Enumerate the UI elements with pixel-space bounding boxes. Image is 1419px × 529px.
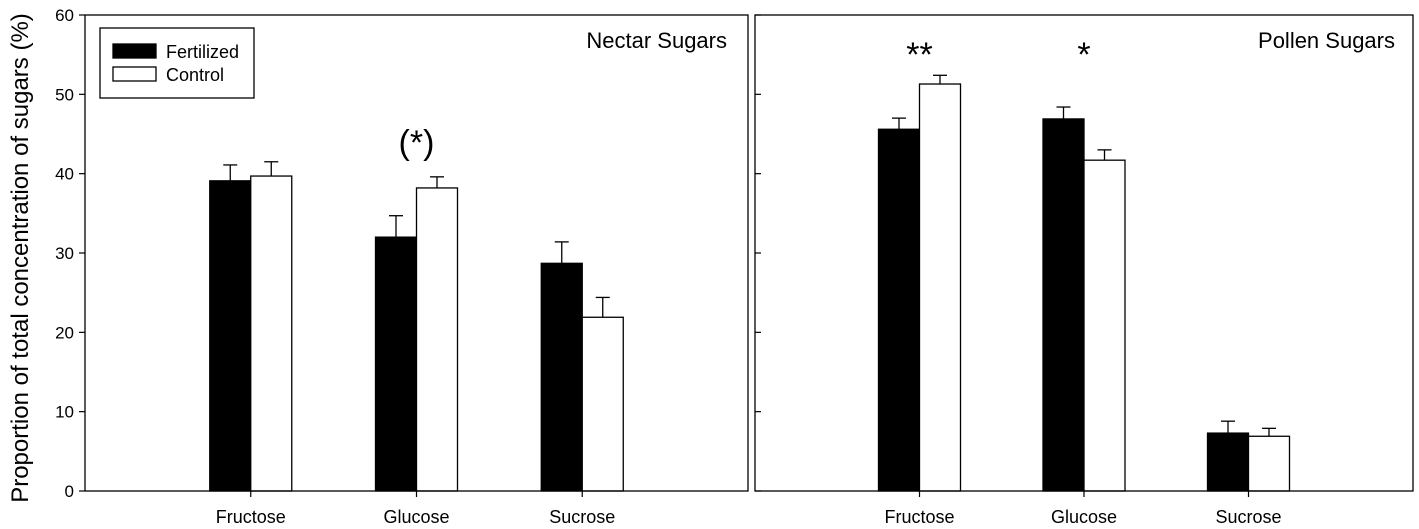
x-tick-label-nectar-glucose: Glucose	[383, 507, 449, 527]
bar-pollen-fertilized-glucose	[1042, 118, 1085, 492]
y-tick-label-10: 10	[55, 403, 74, 422]
y-tick-label-30: 30	[55, 244, 74, 263]
bar-pollen-control-fructose	[918, 83, 962, 492]
plot-marks-pollen: Fructose Glucose Sucrose** *	[755, 14, 1291, 527]
y-axis-label: Proportion of total concentration of sug…	[7, 13, 34, 503]
legend-label-fertilized: Fertilized	[166, 42, 239, 62]
significance-marker-nectar-glucose: (*)	[399, 124, 435, 162]
legend-swatch-fertilized	[112, 43, 157, 59]
x-tick-label-nectar-sucrose: Sucrose	[549, 507, 615, 527]
legend-box	[99, 27, 255, 99]
significance-marker-pollen-fructose: **	[906, 36, 932, 74]
bar-nectar-fertilized-glucose	[374, 236, 418, 492]
y-tick-label-0: 0	[65, 482, 74, 501]
legend-swatch-control	[112, 66, 157, 82]
y-tick-label-50: 50	[55, 85, 74, 104]
significance-marker-pollen-glucose: *	[1077, 36, 1090, 74]
legend: Fertilized Control	[99, 27, 255, 99]
plot-frame-pollen	[754, 14, 1414, 492]
panel-pollen-sugars: Fructose Glucose Sucrose** * Pollen Sugars	[754, 14, 1414, 527]
panel-title-nectar: Nectar Sugars	[586, 28, 727, 53]
x-tick-label-pollen-sucrose: Sucrose	[1215, 507, 1281, 527]
bar-nectar-fertilized-fructose	[209, 180, 252, 492]
bar-nectar-control-sucrose	[581, 316, 624, 492]
plot-marks-nectar: 0 10 20 30 40 50 60 Fructose Glucose Sucrose (*)	[55, 6, 624, 527]
bar-pollen-control-glucose	[1083, 159, 1126, 492]
bar-pollen-fertilized-sucrose	[1206, 432, 1250, 492]
y-tick-label-20: 20	[55, 323, 74, 342]
x-tick-label-pollen-fructose: Fructose	[884, 507, 954, 527]
bar-nectar-control-fructose	[250, 175, 293, 492]
panel-nectar-sugars: 0 10 20 30 40 50 60 Fructose Glucose Sucrose (*) N…	[55, 6, 749, 527]
bar-pollen-fertilized-fructose	[877, 128, 921, 492]
x-tick-label-pollen-glucose: Glucose	[1051, 507, 1117, 527]
bar-nectar-fertilized-sucrose	[540, 262, 583, 492]
bar-pollen-control-sucrose	[1247, 435, 1291, 492]
y-tick-label-40: 40	[55, 165, 74, 184]
bar-nectar-control-glucose	[415, 187, 459, 492]
y-tick-label-60: 60	[55, 6, 74, 25]
panel-title-pollen: Pollen Sugars	[1258, 28, 1395, 53]
legend-label-control: Control	[166, 65, 224, 85]
plot-frame-nectar	[84, 14, 749, 492]
x-tick-label-nectar-fructose: Fructose	[216, 507, 286, 527]
